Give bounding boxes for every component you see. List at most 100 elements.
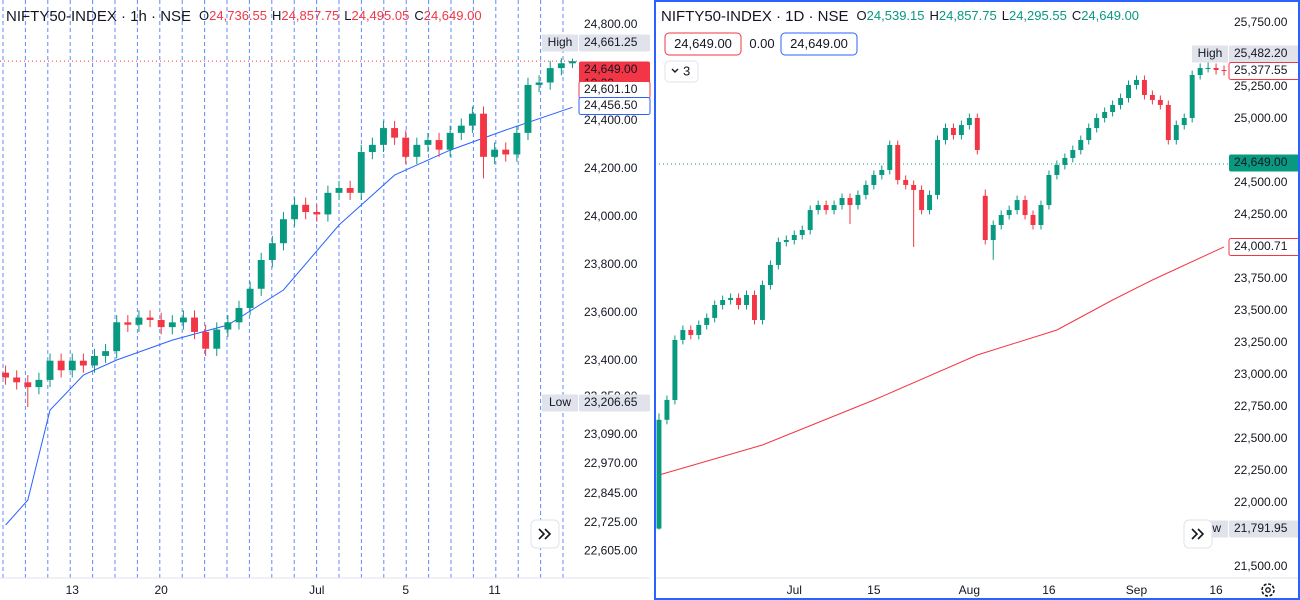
button-bg[interactable]	[664, 32, 742, 56]
candle-body	[24, 382, 32, 388]
candle-body	[468, 113, 476, 126]
candle-body	[871, 174, 877, 185]
candle-body	[1141, 79, 1147, 95]
price-label: 24,649.00	[1234, 155, 1288, 169]
candle-body	[179, 317, 187, 323]
header-button[interactable]: 24,649.00	[664, 32, 742, 56]
toggle-count: 3	[683, 63, 690, 78]
x-tick-label: Sep	[1126, 583, 1148, 597]
settings-button[interactable]	[1261, 583, 1275, 597]
candle-body	[257, 259, 265, 289]
chevrons-icon	[538, 528, 552, 540]
candle-body	[1221, 70, 1227, 72]
candle-body	[1157, 99, 1163, 105]
ohlc-key: C	[414, 8, 423, 23]
candle-body	[990, 225, 996, 240]
candle-body	[1134, 79, 1139, 85]
candle-body	[879, 169, 885, 175]
candle-body	[313, 212, 321, 215]
chart-panel: 25,750.00 25,250.00 25,000.00 24,500.00 24,2…	[655, 8, 1300, 597]
scroll-button-right[interactable]	[1183, 519, 1213, 549]
x-tick-label: 16	[1042, 583, 1056, 597]
candle-body	[535, 82, 543, 85]
ohlc-key: O	[857, 8, 867, 23]
candle-body	[1030, 215, 1036, 226]
candle-body	[688, 329, 694, 335]
candle-body	[919, 189, 925, 211]
candle-body	[1038, 205, 1044, 226]
y-tick-label: 24,250.00	[1234, 207, 1288, 221]
ohlc-key: C	[1072, 8, 1081, 23]
candle-body	[1006, 210, 1012, 216]
candle-body	[728, 297, 734, 301]
candle-body	[847, 197, 853, 206]
candle-body	[157, 319, 165, 328]
legend-toggle[interactable]: 3	[664, 60, 699, 83]
candle-body	[124, 322, 132, 325]
candle-body	[720, 300, 726, 305]
candle-body	[1046, 174, 1052, 206]
button-bg[interactable]	[780, 32, 858, 56]
ohlc-value: 24,857.75	[939, 8, 997, 23]
candle-body	[1165, 104, 1171, 141]
price-label-box	[578, 97, 651, 115]
candle-body	[391, 128, 399, 138]
candle-body	[943, 127, 948, 141]
y-tick-label: 22,725.00	[584, 515, 638, 529]
candle-body	[744, 295, 749, 305]
candle-body	[958, 125, 964, 136]
candle-body	[480, 113, 487, 157]
y-tick-label: 25,750.00	[1234, 15, 1288, 29]
candle-body	[79, 360, 87, 366]
candle-body	[1022, 200, 1028, 216]
y-tick-label: 23,250.00	[1234, 335, 1288, 349]
y-tick-label: 23,750.00	[1234, 271, 1288, 285]
y-tick-label: 22,500.00	[1234, 431, 1288, 445]
candle-body	[424, 140, 432, 145]
y-tick-label: 23,800.00	[584, 257, 638, 271]
price-label: 24,601.10	[584, 82, 638, 96]
candle-body	[1070, 150, 1076, 158]
gear-icon[interactable]	[1261, 583, 1275, 597]
candle-body	[13, 377, 21, 383]
candle-body	[413, 144, 421, 157]
candle-body	[1205, 67, 1211, 69]
y-tick-label: 23,600.00	[584, 305, 638, 319]
price-label-box	[1228, 62, 1300, 80]
candle-body	[998, 215, 1004, 226]
candle-body	[1014, 200, 1020, 211]
candle-body	[491, 149, 499, 157]
price-label-box	[1228, 238, 1300, 256]
candle-body	[767, 264, 773, 286]
candle-body	[1189, 75, 1195, 119]
candle-body	[402, 137, 410, 157]
candle-body	[831, 205, 837, 211]
price-label-title-box	[542, 394, 578, 412]
price-label: 21,791.95	[1234, 521, 1288, 535]
y-tick-label: 23,500.00	[1234, 303, 1288, 317]
candle-body	[1173, 125, 1179, 141]
candle-body	[135, 317, 143, 325]
ohlc-value: 24,649.00	[1081, 8, 1139, 23]
header-button[interactable]: 24,649.00	[780, 32, 858, 56]
ohlc-key: L	[1002, 8, 1009, 23]
ohlc-key: O	[199, 8, 209, 23]
candle-body	[656, 419, 662, 529]
price-label-box	[1229, 45, 1300, 63]
header-button[interactable]: 0.00	[745, 33, 779, 55]
candle-body	[863, 184, 869, 195]
candle-body	[1094, 118, 1100, 128]
x-tick-label: Jul	[787, 583, 802, 597]
candle-body	[1126, 84, 1131, 99]
scroll-button-left[interactable]	[530, 519, 560, 549]
candle-body	[1110, 104, 1116, 112]
toggle-bg[interactable]	[664, 60, 699, 83]
candle-body	[302, 204, 310, 213]
x-tick-label: 13	[66, 583, 80, 597]
candle-body	[1054, 164, 1060, 175]
candle-body	[839, 197, 845, 206]
y-tick-label: 24,200.00	[584, 161, 638, 175]
y-tick-label: 25,250.00	[1234, 79, 1288, 93]
symbol-title: NIFTY50-INDEX · 1h · NSE	[6, 8, 191, 25]
